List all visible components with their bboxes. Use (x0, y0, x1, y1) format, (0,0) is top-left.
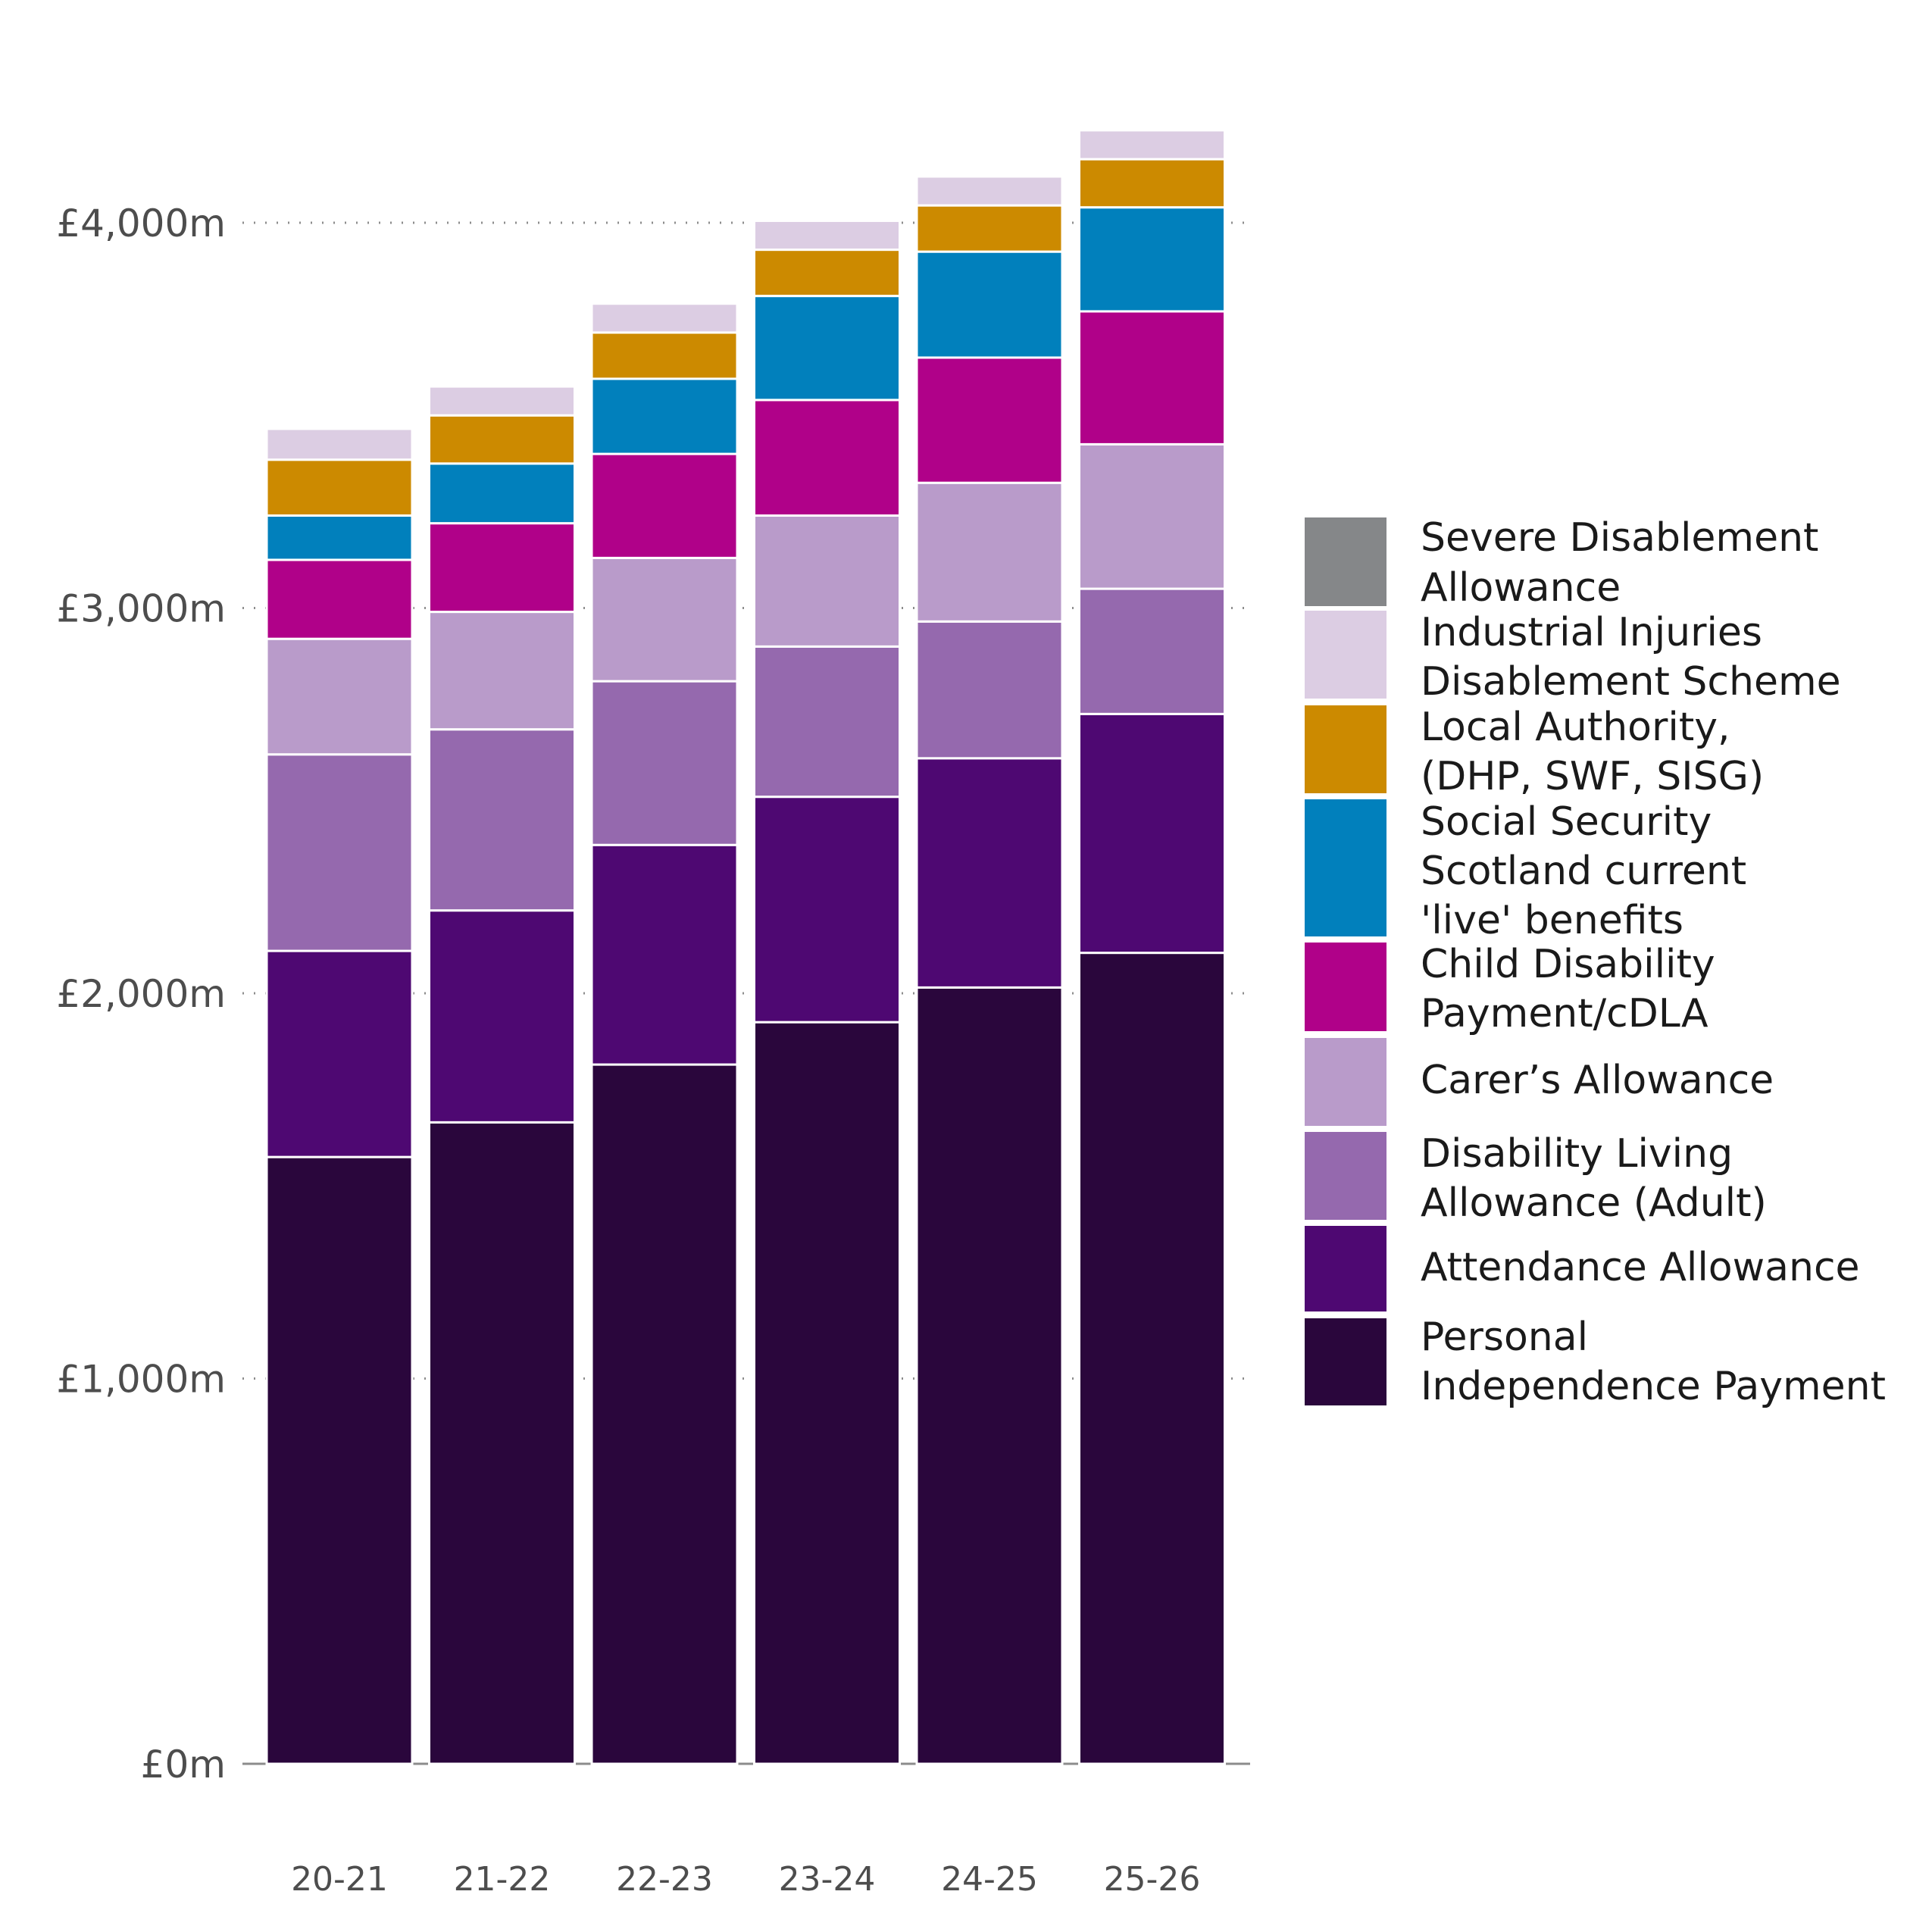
legend-label: Scotland current (1421, 849, 1746, 894)
legend-label: Payment/cDLA (1421, 991, 1708, 1036)
bar-segment (590, 302, 739, 334)
bar-segment (590, 377, 739, 455)
legend-key (1305, 517, 1386, 606)
legend-key (1305, 611, 1386, 699)
x-tick-label: 20-21 (291, 1860, 388, 1899)
bar-segment (1078, 952, 1226, 1765)
bar-segment (915, 986, 1064, 1765)
x-tick-label: 25-26 (1104, 1860, 1201, 1899)
y-tick-label: £1,000m (56, 1358, 226, 1402)
bar-segment (265, 949, 414, 1158)
x-tick-label: 23-24 (779, 1860, 876, 1899)
legend-label: Attendance Allowance (1421, 1245, 1860, 1290)
x-tick-label: 22-23 (616, 1860, 713, 1899)
bar-segment (590, 843, 739, 1066)
bar-segment (915, 250, 1064, 359)
legend-label: Allowance (Adult) (1421, 1180, 1767, 1226)
y-tick-label: £4,000m (56, 202, 226, 245)
bar-segment (590, 1063, 739, 1765)
x-axis: 20-21 21-22 22-23 23-24 24-25 25-26 (291, 1860, 1200, 1899)
bar-segment (428, 522, 576, 614)
bar-segment (428, 611, 576, 731)
bar-segment (753, 249, 901, 298)
legend-label: Personal (1421, 1315, 1588, 1360)
legend-key (1305, 705, 1386, 793)
legend-label: Severe Disablement (1421, 515, 1818, 561)
bars (265, 129, 1226, 1765)
bar-segment (265, 458, 414, 517)
bar-segment (753, 399, 901, 517)
bar-segment (428, 1121, 576, 1765)
bar-segment (428, 414, 576, 465)
legend-key (1305, 1132, 1386, 1220)
bar-segment (915, 620, 1064, 760)
y-tick-label: £0m (141, 1743, 226, 1787)
legend-key (1305, 943, 1386, 1031)
bar-segment (1078, 587, 1226, 715)
bar-segment (753, 796, 901, 1024)
bar-segment (265, 637, 414, 756)
bar-segment (590, 452, 739, 559)
legend-label: Carer’s Allowance (1421, 1058, 1774, 1103)
bar-segment (1078, 310, 1226, 445)
legend-label: Child Disability (1421, 942, 1715, 987)
bar-segment (265, 1155, 414, 1765)
bar-segment (753, 645, 901, 799)
bar-segment (915, 204, 1064, 253)
y-tick-label: £3,000m (56, 587, 226, 631)
bar-segment (753, 295, 901, 402)
legend-label: Social Security (1421, 799, 1712, 845)
legend-key (1305, 1226, 1386, 1311)
legend-label: (DHP, SWF, SISG) (1421, 754, 1764, 799)
bar-segment (1078, 158, 1226, 209)
y-axis: £0m £1,000m £2,000m £3,000m £4,000m (56, 202, 226, 1787)
bar-segment (428, 462, 576, 525)
bar-segment (753, 219, 901, 252)
x-tick-label: 24-25 (941, 1860, 1038, 1899)
legend-key (1305, 1318, 1386, 1405)
bar-segment (428, 385, 576, 417)
bar-segment (265, 427, 414, 461)
bar-segment (265, 514, 414, 561)
legend-key (1305, 799, 1386, 936)
legend-label: Industrial Injuries (1421, 610, 1762, 655)
bar-segment (1078, 129, 1226, 161)
bar-segment (1078, 442, 1226, 590)
legend-label: Disability Living (1421, 1131, 1733, 1177)
legend-label: Disablement Scheme (1421, 659, 1841, 705)
x-tick-label: 21-22 (454, 1860, 551, 1899)
bar-segment (265, 753, 414, 952)
bar-segment (753, 1021, 901, 1765)
bar-segment (590, 331, 739, 380)
bar-segment (915, 481, 1064, 623)
legend-label: 'live' benefits (1421, 898, 1683, 943)
bar-segment (915, 356, 1064, 484)
bar-segment (265, 558, 414, 640)
bar-segment (428, 909, 576, 1124)
bar-segment (1078, 712, 1226, 955)
y-tick-label: £2,000m (56, 972, 226, 1016)
bar-segment (1078, 206, 1226, 313)
bar-segment (915, 175, 1064, 207)
bar-segment (753, 514, 901, 648)
legend-label: Local Authority, (1421, 705, 1730, 750)
legend-label: Independence Payment (1421, 1364, 1886, 1409)
bar-segment (428, 728, 576, 912)
legend-key (1305, 1038, 1386, 1126)
bar-segment (590, 556, 739, 683)
bar-segment (915, 757, 1064, 989)
bar-segment (590, 680, 739, 846)
legend-label: Allowance (1421, 565, 1621, 611)
